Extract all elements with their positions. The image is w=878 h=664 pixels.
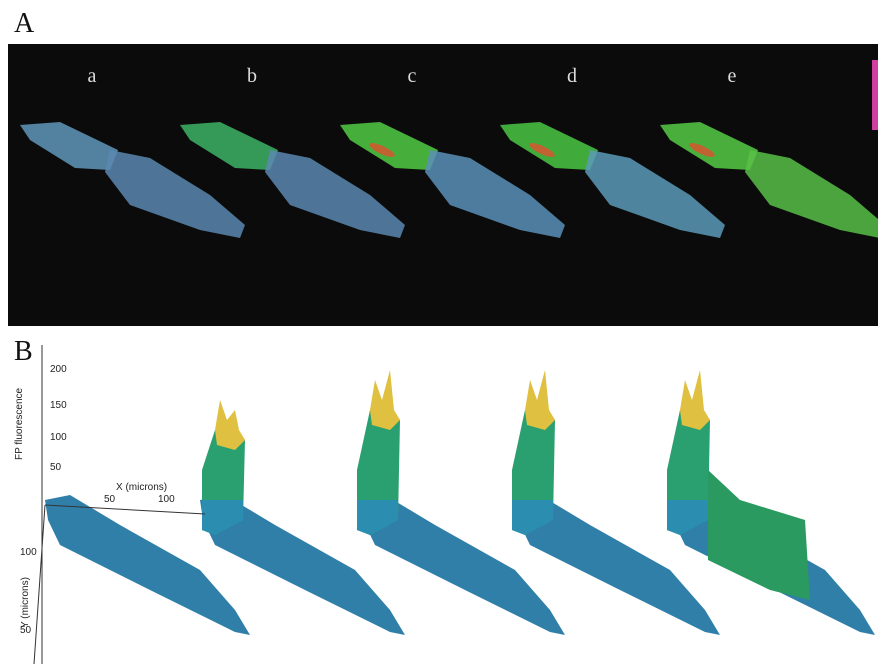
- sublabel: d: [567, 65, 577, 87]
- y-tick-label: 50: [20, 625, 32, 636]
- surface-peak: [680, 370, 710, 430]
- x-axis-label: X (microns): [116, 482, 167, 493]
- surface-peak: [525, 370, 555, 430]
- panel-label: A: [14, 8, 35, 39]
- y-axis-line: [34, 505, 45, 664]
- z-axis-label: FP fluorescence: [14, 387, 25, 460]
- z-tick-label: 100: [50, 432, 67, 443]
- surface-peak: [370, 370, 400, 430]
- color-scale: [872, 60, 878, 130]
- z-tick-label: 150: [50, 400, 67, 411]
- sublabel: a: [88, 65, 97, 87]
- x-tick-label: 50: [104, 494, 116, 505]
- y-tick-label: 100: [20, 547, 37, 558]
- panel-label: B: [14, 336, 33, 367]
- surface-peak: [215, 400, 245, 450]
- sublabel: b: [247, 65, 257, 87]
- sublabel: c: [408, 65, 417, 87]
- ticks: 200 150 100 50 50 100 100 50: [20, 364, 175, 636]
- z-tick-label: 50: [50, 462, 62, 473]
- figure: A a b c d e B FP fluorescence X (microns) Y …: [0, 0, 878, 664]
- z-tick-label: 200: [50, 364, 67, 375]
- surface-tail: [708, 470, 810, 600]
- x-tick-label: 100: [158, 494, 175, 505]
- sublabel: e: [728, 65, 737, 87]
- y-axis-label: Y (microns): [20, 577, 31, 628]
